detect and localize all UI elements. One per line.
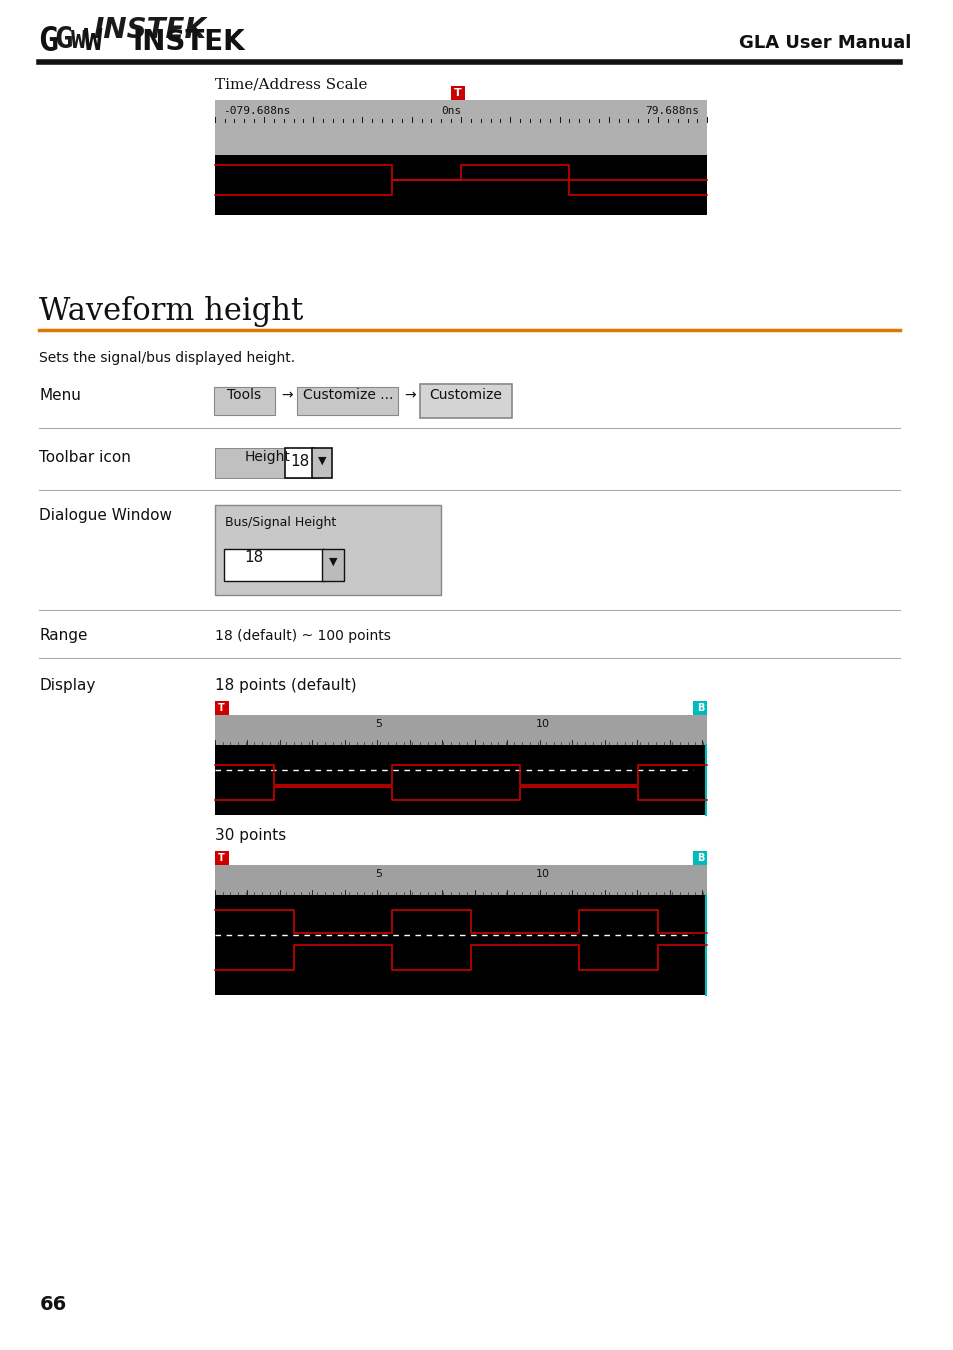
Text: 5: 5 — [375, 720, 381, 729]
Text: →: → — [281, 387, 293, 402]
Text: Customize: Customize — [429, 387, 502, 402]
Bar — [214, 505, 441, 595]
FancyBboxPatch shape — [213, 387, 274, 414]
Bar — [693, 850, 706, 865]
Bar — [214, 716, 706, 745]
FancyBboxPatch shape — [322, 549, 343, 580]
Text: Bus/Signal Height: Bus/Signal Height — [224, 516, 335, 529]
Text: 5: 5 — [375, 869, 381, 879]
FancyBboxPatch shape — [312, 448, 332, 478]
Text: Dialogue Window: Dialogue Window — [39, 508, 172, 522]
FancyBboxPatch shape — [297, 387, 397, 414]
Text: Range: Range — [39, 628, 88, 643]
Text: Waveform height: Waveform height — [39, 296, 303, 327]
Text: ▼: ▼ — [329, 558, 336, 567]
Text: 10: 10 — [536, 720, 549, 729]
Text: 18: 18 — [244, 549, 263, 566]
Text: B: B — [696, 853, 703, 863]
FancyBboxPatch shape — [419, 383, 512, 418]
Bar — [214, 448, 323, 478]
Text: T: T — [218, 703, 225, 713]
Text: →: → — [403, 387, 416, 402]
Text: G: G — [54, 26, 72, 54]
Text: -079.688ns: -079.688ns — [222, 107, 290, 116]
Text: Height: Height — [244, 450, 290, 464]
FancyBboxPatch shape — [284, 448, 314, 478]
Text: INSTEK: INSTEK — [93, 16, 207, 45]
Bar — [214, 155, 706, 215]
FancyBboxPatch shape — [223, 549, 324, 580]
Bar — [451, 86, 464, 100]
Text: Toolbar icon: Toolbar icon — [39, 450, 132, 464]
Text: 18 (default) ~ 100 points: 18 (default) ~ 100 points — [214, 629, 390, 643]
Text: Display: Display — [39, 678, 95, 693]
Text: 10: 10 — [536, 869, 549, 879]
Text: 30 points: 30 points — [214, 828, 286, 842]
Text: GLA User Manual: GLA User Manual — [738, 34, 910, 53]
Text: 0ns: 0ns — [440, 107, 461, 116]
Bar — [214, 745, 706, 815]
Text: T: T — [454, 88, 461, 99]
Text: B: B — [696, 703, 703, 713]
Text: Menu: Menu — [39, 387, 81, 404]
Text: G: G — [38, 26, 58, 58]
Text: Sets the signal/bus displayed height.: Sets the signal/bus displayed height. — [39, 351, 295, 364]
Text: 18 points (default): 18 points (default) — [214, 678, 356, 693]
Text: Tools: Tools — [227, 387, 261, 402]
Bar — [693, 701, 706, 716]
Bar — [214, 850, 229, 865]
Text: ▼: ▼ — [317, 456, 326, 466]
Bar — [214, 895, 706, 995]
Text: Customize ...: Customize ... — [302, 387, 393, 402]
Text: 79.688ns: 79.688ns — [644, 107, 699, 116]
Bar — [214, 701, 229, 716]
Text: 66: 66 — [39, 1295, 67, 1314]
Bar — [214, 100, 706, 155]
Text: T: T — [218, 853, 225, 863]
Text: 18: 18 — [290, 454, 309, 468]
Bar — [214, 865, 706, 895]
Text: W: W — [84, 27, 103, 57]
Text: INSTEK: INSTEK — [132, 28, 245, 55]
Text: Time/Address Scale: Time/Address Scale — [214, 77, 367, 90]
Text: W: W — [71, 28, 86, 53]
